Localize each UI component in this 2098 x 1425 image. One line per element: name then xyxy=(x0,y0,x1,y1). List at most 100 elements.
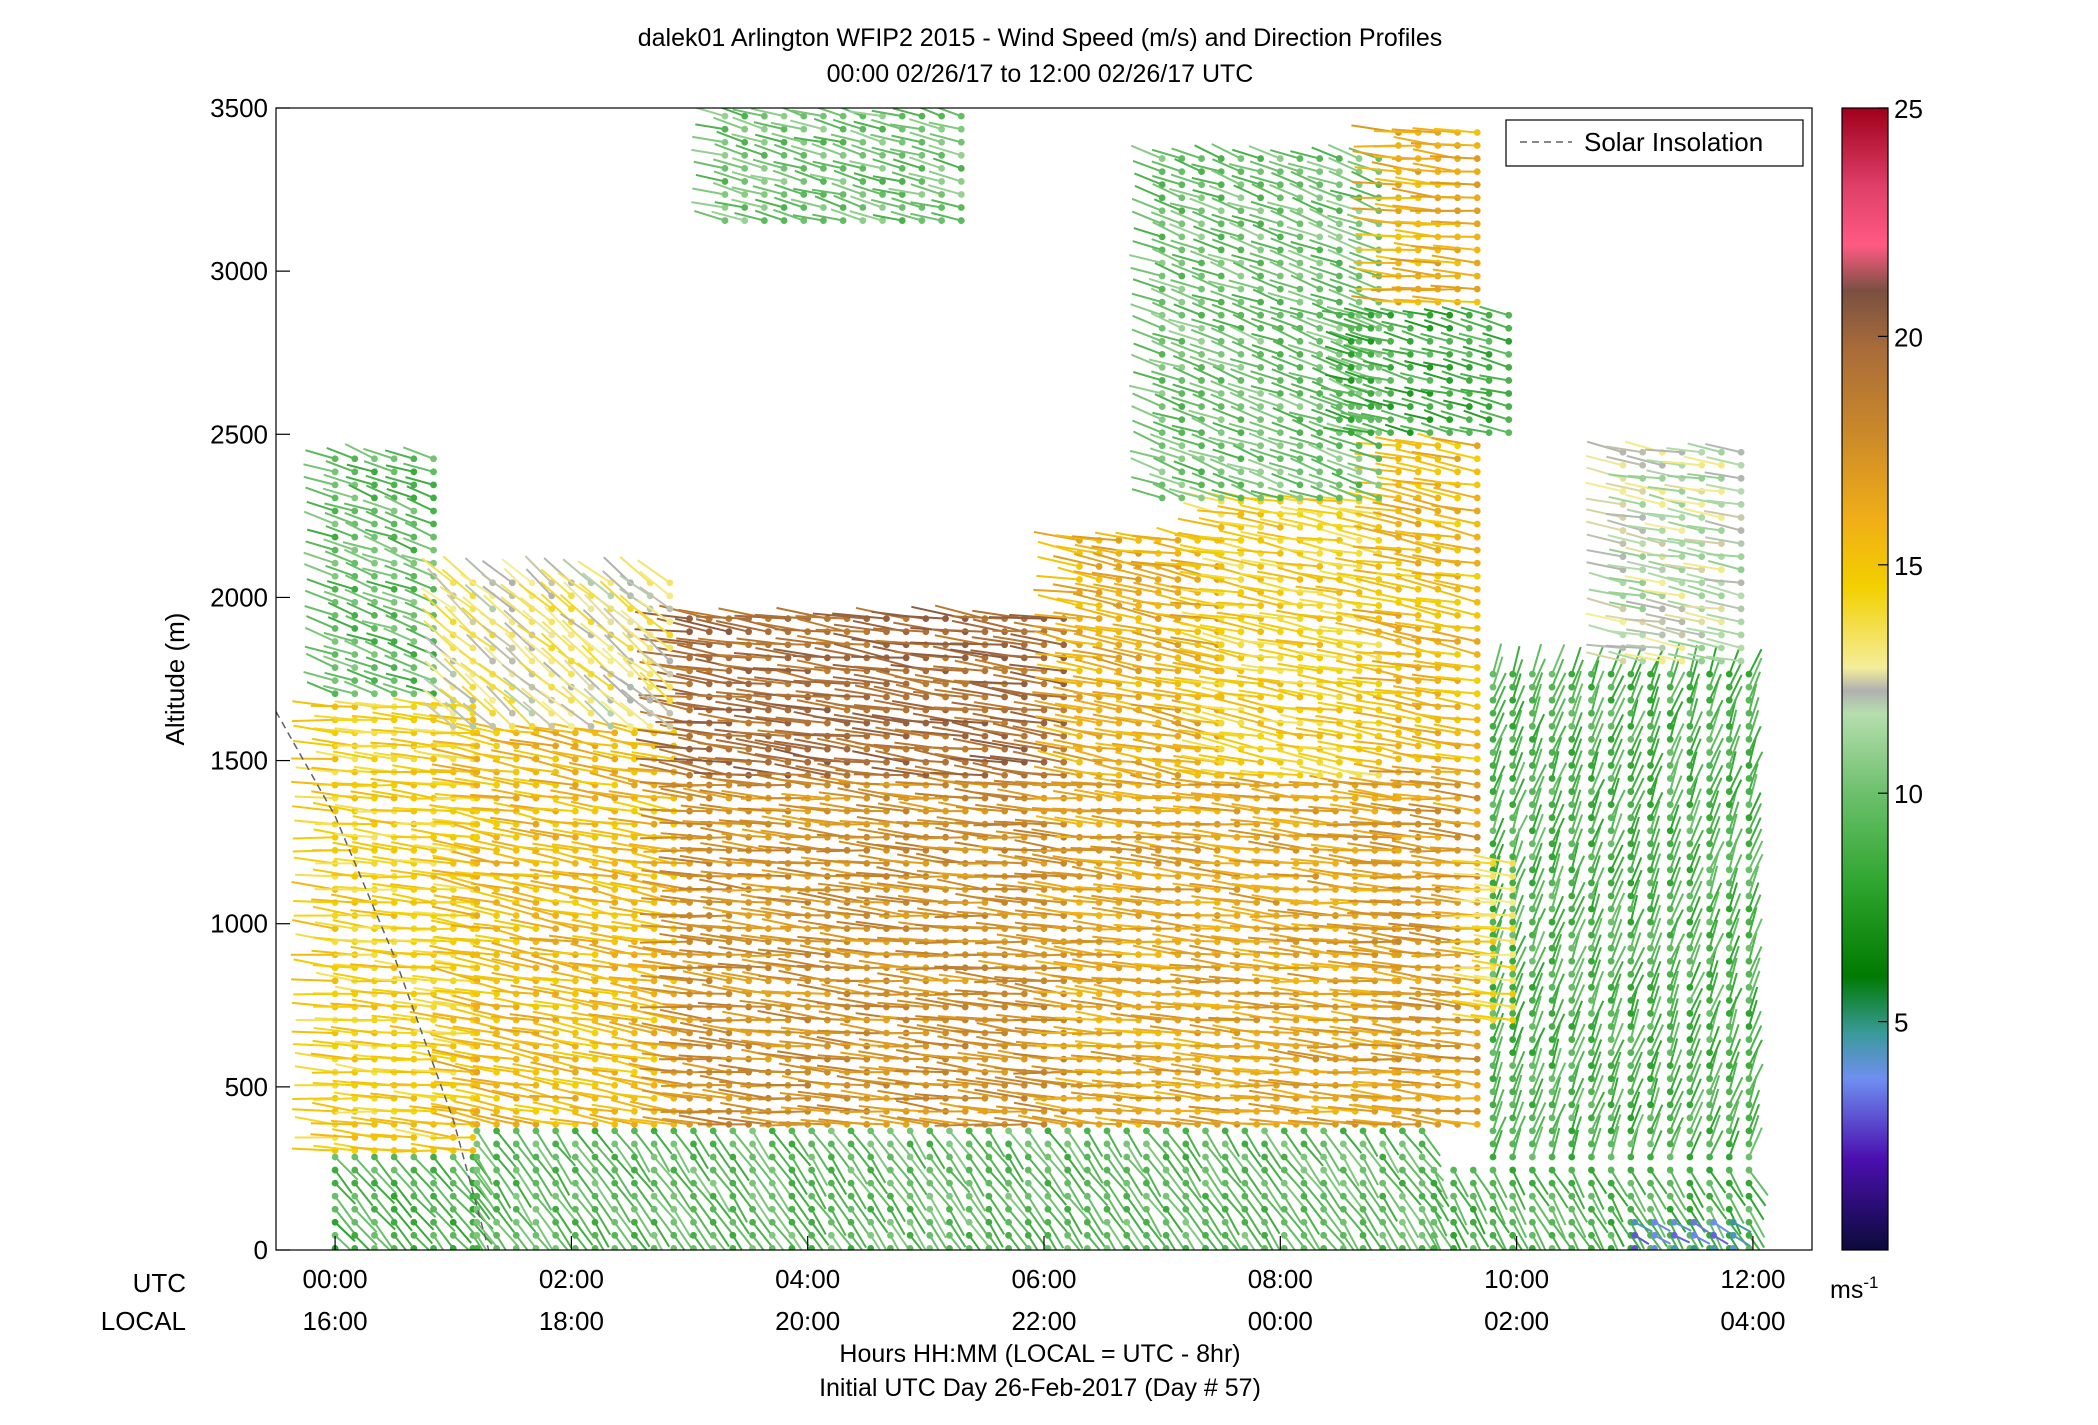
wind-barb-tail xyxy=(430,1136,473,1140)
wind-barb-tail xyxy=(1071,1032,1119,1035)
wind-barb-point xyxy=(887,1127,894,1135)
wind-barb-point xyxy=(1729,1244,1737,1250)
wind-barb-tail xyxy=(1362,1221,1382,1248)
wind-barb-point xyxy=(1202,1231,1209,1239)
wind-barb-tail xyxy=(909,1208,926,1235)
wind-barb-tail xyxy=(373,1234,392,1250)
wind-barb-point xyxy=(371,794,378,802)
wind-barb-point xyxy=(1607,1244,1615,1250)
wind-barb-tail xyxy=(452,1077,497,1087)
wind-barb-tail xyxy=(798,888,848,892)
wind-barb-point xyxy=(473,1107,481,1115)
wind-barb-point xyxy=(390,1218,398,1226)
wind-barb-tail xyxy=(432,1221,453,1247)
wind-barb-point xyxy=(1162,1231,1170,1239)
wind-barb-point xyxy=(1182,1166,1190,1174)
wind-barb-tail xyxy=(948,1234,963,1250)
wind-barb-tail xyxy=(988,1130,1006,1158)
wind-barb-tail xyxy=(1511,1169,1526,1196)
wind-barb-point xyxy=(1182,1140,1190,1148)
wind-barb-tail xyxy=(588,845,635,852)
wind-barb-tail xyxy=(452,1221,472,1244)
wind-barb-point xyxy=(1320,1153,1328,1161)
wind-barb-point xyxy=(887,1231,894,1239)
wind-barb-tail xyxy=(909,1195,929,1224)
wind-barb-tail xyxy=(662,1092,710,1100)
wind-barb-tail xyxy=(679,914,729,919)
wind-barb-tail xyxy=(1125,1221,1147,1250)
wind-barb-tail xyxy=(470,1002,517,1008)
wind-barb-point xyxy=(430,1244,437,1250)
wind-barb-point xyxy=(1332,781,1339,789)
wind-barb-point xyxy=(473,1003,481,1011)
wind-barb-point xyxy=(808,1244,816,1250)
wind-barb-tail xyxy=(552,828,596,839)
wind-barb-tail xyxy=(1303,1221,1321,1250)
wind-barb-tail xyxy=(1401,1182,1422,1206)
wind-barb-point xyxy=(823,1042,831,1050)
wind-barb-point xyxy=(887,1244,894,1250)
wind-barb-point xyxy=(1399,1231,1406,1239)
wind-barb-point xyxy=(1489,1218,1497,1226)
wind-barb-tail xyxy=(373,1182,396,1205)
wind-barb-tail xyxy=(1748,1195,1765,1221)
wind-barb-point xyxy=(808,1153,816,1161)
wind-barb-tail xyxy=(1151,966,1198,970)
wind-barb-tail xyxy=(779,1121,828,1126)
wind-barb-point xyxy=(410,1094,418,1102)
wind-barb-point xyxy=(1261,1244,1268,1250)
wind-barb-tail xyxy=(639,940,690,944)
wind-barb-point xyxy=(1528,1218,1536,1226)
wind-barb-tail xyxy=(916,836,966,840)
wind-barb-tail xyxy=(354,1208,378,1233)
wind-barb-tail xyxy=(512,1002,556,1008)
wind-barb-tail xyxy=(810,1221,830,1246)
wind-barb-tail xyxy=(535,1208,557,1237)
wind-barb-point xyxy=(1548,1166,1556,1174)
wind-barb-tail xyxy=(761,807,808,813)
wind-barb-point xyxy=(390,755,398,763)
wind-barb-tail xyxy=(550,920,596,930)
wind-barb-tail xyxy=(532,985,576,995)
wind-barb-point xyxy=(591,1120,599,1128)
wind-barb-tail xyxy=(330,1002,375,1008)
wind-barb-tail xyxy=(1551,1195,1567,1226)
wind-barb-tail xyxy=(450,924,497,930)
wind-barb-tail xyxy=(1224,1234,1240,1250)
wind-barb-tail xyxy=(394,1128,434,1139)
wind-barb-point xyxy=(469,1147,477,1154)
wind-barb-tail xyxy=(354,701,395,708)
wind-barb-point xyxy=(1182,1205,1190,1213)
wind-barb-point xyxy=(1359,1244,1367,1250)
wind-barbs xyxy=(290,108,1769,1250)
wind-barb-tail xyxy=(673,1195,696,1222)
wind-barb-point xyxy=(1631,1244,1639,1250)
wind-barb-point xyxy=(1489,1231,1497,1239)
wind-barb-tail xyxy=(1224,1221,1242,1250)
wind-barb-tail xyxy=(1007,1221,1028,1248)
wind-barb-tail xyxy=(572,987,615,995)
wind-barb-tail xyxy=(373,1247,377,1250)
wind-barb-tail xyxy=(1381,1182,1402,1211)
wind-barb-tail xyxy=(612,996,655,1008)
wind-barb-tail xyxy=(660,832,710,839)
wind-barb-tail xyxy=(1610,1221,1625,1248)
wind-barb-point xyxy=(371,1192,378,1200)
wind-barb-tail xyxy=(1145,1156,1167,1182)
wind-barb-point xyxy=(1710,1244,1717,1250)
wind-barb-tail xyxy=(1362,1195,1382,1222)
wind-barb-tail xyxy=(529,828,576,839)
wind-barb-point xyxy=(1509,1192,1517,1200)
wind-barb-tail xyxy=(553,800,596,813)
wind-barb-tail xyxy=(572,829,615,839)
wind-barb-tail xyxy=(948,1156,967,1185)
wind-barb-tail xyxy=(413,1221,434,1245)
wind-barb-tail xyxy=(1106,1221,1126,1250)
wind-barb-point xyxy=(371,1231,378,1239)
wind-barb-point xyxy=(1379,1192,1387,1200)
wind-barb-point xyxy=(1588,1179,1595,1187)
wind-barb-tail xyxy=(797,1090,848,1100)
wind-barb-point xyxy=(390,1231,398,1239)
wind-barb-point xyxy=(493,964,500,972)
wind-barb-point xyxy=(946,1153,953,1161)
